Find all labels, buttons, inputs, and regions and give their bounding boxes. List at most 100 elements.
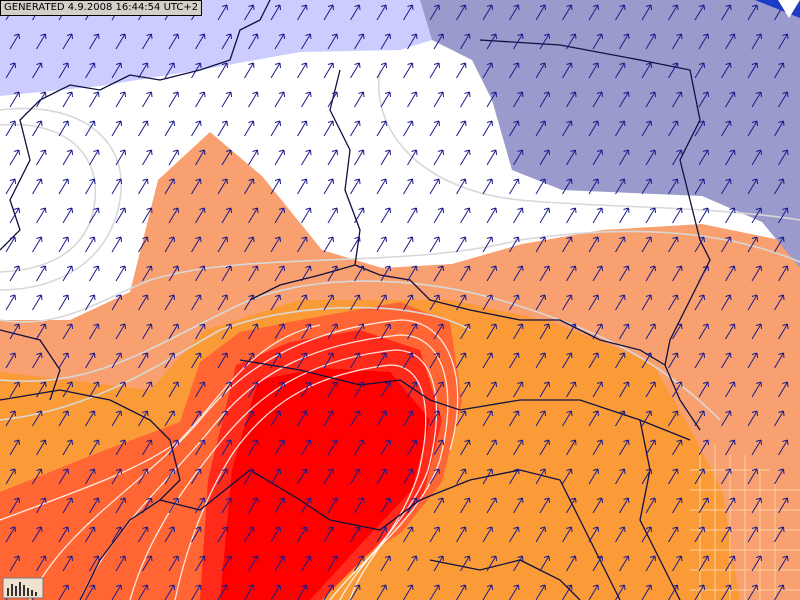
- wind-arrow: [323, 410, 334, 427]
- wind-arrow: [111, 352, 122, 369]
- wind-arrow: [509, 294, 520, 311]
- wind-arrow: [535, 4, 546, 21]
- wind-arrow: [350, 120, 361, 137]
- wind-arrow: [407, 381, 418, 398]
- wind-arrow: [619, 265, 630, 282]
- wind-arrow: [142, 497, 153, 514]
- wind-arrow: [274, 91, 285, 108]
- wind-arrow: [301, 323, 312, 340]
- wind-arrow: [217, 468, 228, 485]
- wind-arrow: [747, 294, 758, 311]
- wind-arrow: [195, 33, 206, 50]
- wind-arrow: [350, 526, 361, 543]
- wind-arrow: [668, 178, 679, 195]
- wind-arrow: [407, 439, 418, 456]
- wind-arrow: [778, 439, 789, 456]
- wind-arrow: [588, 468, 599, 485]
- wind-arrow: [641, 584, 652, 600]
- wind-arrow: [244, 584, 255, 600]
- wind-arrow: [513, 497, 524, 514]
- wind-arrow: [694, 410, 705, 427]
- wind-arrow: [354, 33, 365, 50]
- wind-arrow: [5, 352, 16, 369]
- wind-arrow: [195, 207, 206, 224]
- wind-arrow: [751, 555, 762, 572]
- wind-arrow: [9, 555, 20, 572]
- wind-arrow: [380, 555, 391, 572]
- wind-arrow: [270, 584, 281, 600]
- wind-arrow: [486, 381, 497, 398]
- wind-arrow: [32, 178, 43, 195]
- wind-arrow: [429, 410, 440, 427]
- wind-arrow: [32, 352, 43, 369]
- wind-arrow: [168, 555, 179, 572]
- wind-arrow: [32, 526, 43, 543]
- wind-arrow: [668, 236, 679, 253]
- wind-arrow: [221, 555, 232, 572]
- wind-arrow: [274, 265, 285, 282]
- wind-arrow: [774, 236, 785, 253]
- wind-arrow: [615, 526, 626, 543]
- wind-arrow: [217, 178, 228, 195]
- wind-arrow: [751, 439, 762, 456]
- wind-arrow: [562, 62, 573, 79]
- wind-arrow: [32, 294, 43, 311]
- wind-arrow: [115, 33, 126, 50]
- wind-arrow: [751, 323, 762, 340]
- wind-arrow: [89, 33, 100, 50]
- wind-arrow: [62, 33, 73, 50]
- wind-arrow: [539, 381, 550, 398]
- wind-arrow: [327, 149, 338, 166]
- wind-arrow: [539, 207, 550, 224]
- wind-arrow: [433, 381, 444, 398]
- wind-arrow: [509, 352, 520, 369]
- wind-arrow: [164, 236, 175, 253]
- wind-arrow: [778, 91, 789, 108]
- wind-arrow: [85, 410, 96, 427]
- wind-arrow: [641, 4, 652, 21]
- wind-arrow: [142, 33, 153, 50]
- wind-arrow: [89, 323, 100, 340]
- contours: [0, 69, 800, 600]
- wind-arrow: [221, 33, 232, 50]
- corner-icon-mark: [778, 0, 800, 18]
- wind-arrow: [407, 497, 418, 514]
- wind-arrow: [191, 352, 202, 369]
- wind-arrow: [751, 497, 762, 514]
- wind-arrow: [380, 91, 391, 108]
- wind-arrow: [89, 555, 100, 572]
- wind-arrow: [778, 555, 789, 572]
- wind-arrow: [509, 468, 520, 485]
- wind-arrow: [380, 33, 391, 50]
- wind-arrow: [5, 294, 16, 311]
- wind-arrow: [270, 468, 281, 485]
- wind-arrow: [36, 497, 47, 514]
- wind-arrow: [672, 149, 683, 166]
- wind-arrow: [62, 381, 73, 398]
- wind-arrow: [592, 439, 603, 456]
- wind-arrow: [301, 33, 312, 50]
- wind-arrow: [747, 62, 758, 79]
- wind-arrow: [778, 33, 789, 50]
- wind-arrow: [539, 497, 550, 514]
- wind-arrow: [592, 497, 603, 514]
- wind-arrow: [774, 178, 785, 195]
- wind-arrow: [297, 410, 308, 427]
- wind-arrow: [168, 265, 179, 282]
- wind-arrow: [619, 439, 630, 456]
- wind-arrow: [327, 555, 338, 572]
- wind-arrow: [725, 439, 736, 456]
- wind-arrow: [645, 207, 656, 224]
- wind-arrow: [221, 265, 232, 282]
- wind-arrow: [301, 555, 312, 572]
- wind-arrow: [641, 236, 652, 253]
- wind-arrow: [221, 149, 232, 166]
- wind-arrow: [482, 236, 493, 253]
- wind-arrow: [380, 265, 391, 282]
- wind-arrow: [698, 381, 709, 398]
- wind-arrow: [168, 207, 179, 224]
- wind-arrow: [297, 294, 308, 311]
- wind-arrow: [323, 584, 334, 600]
- wind-arrow: [138, 294, 149, 311]
- wind-arrow: [645, 265, 656, 282]
